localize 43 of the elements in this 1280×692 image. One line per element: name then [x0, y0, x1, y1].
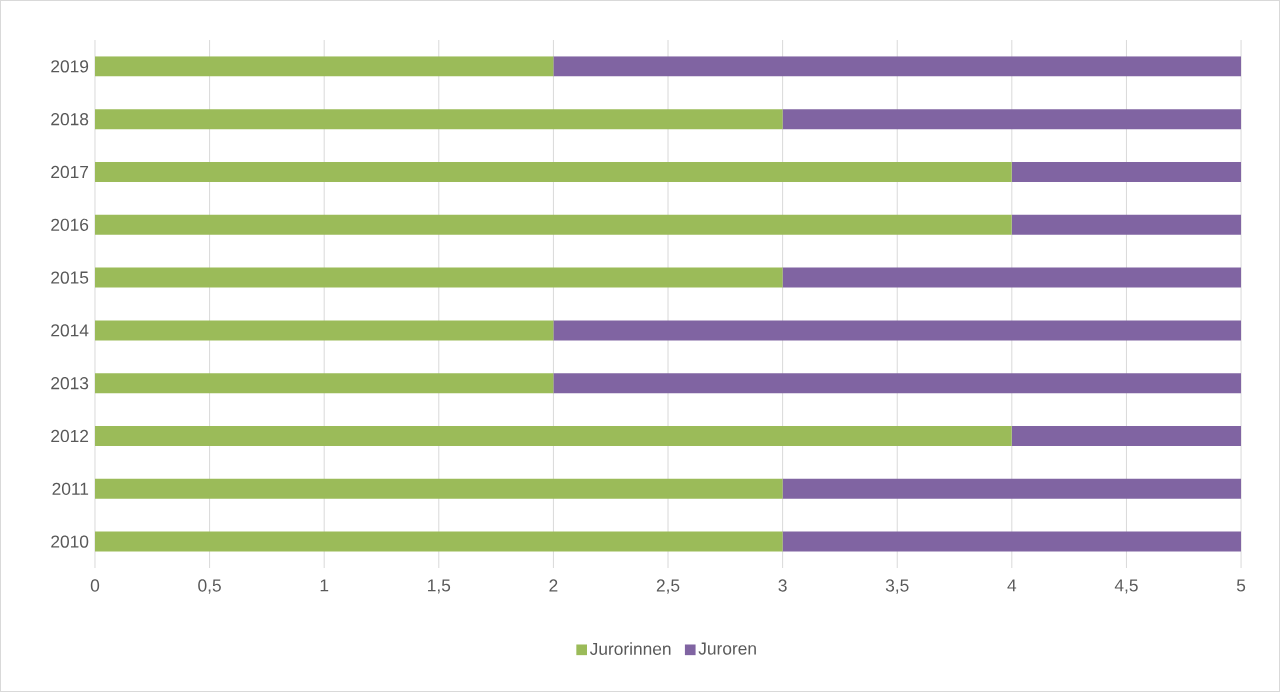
x-tick-label: 5	[1236, 579, 1246, 592]
y-tick-label: 2018	[51, 113, 89, 126]
bar	[94, 214, 1012, 235]
bar	[1011, 161, 1242, 182]
bar	[94, 426, 1012, 446]
bar	[94, 478, 783, 499]
x-tick-label: 1	[320, 579, 329, 592]
bar	[1011, 214, 1242, 235]
x-tick-label: 2,5	[656, 579, 680, 594]
bar	[94, 161, 1012, 182]
x-tick-label: 3	[778, 579, 787, 592]
bar	[94, 109, 783, 130]
bar	[1011, 426, 1242, 446]
x-tick-label: 0,5	[198, 579, 221, 594]
y-tick-label: 2017	[51, 165, 89, 179]
bar	[782, 531, 1242, 552]
x-tick-label: 1,5	[428, 579, 451, 594]
y-tick-label: 2010	[51, 535, 89, 548]
legend-label: Juroren	[698, 642, 756, 655]
y-tick-label: 2011	[52, 482, 89, 495]
bar	[94, 531, 783, 552]
y-tick-label: 2013	[51, 377, 89, 390]
y-tick-label: 2015	[51, 271, 89, 284]
bar	[553, 56, 1242, 77]
bar	[782, 109, 1242, 130]
bar	[782, 478, 1242, 499]
x-tick-label: 3,5	[885, 579, 909, 594]
bar	[94, 373, 554, 394]
x-tick-label: 0	[90, 579, 100, 592]
y-tick-label: 2012	[51, 429, 89, 443]
bar	[94, 56, 554, 77]
x-tick-label: 2	[549, 579, 558, 592]
bar	[94, 267, 783, 288]
bar	[553, 373, 1242, 394]
x-tick-label: 4,5	[1114, 579, 1138, 594]
bar	[782, 267, 1242, 288]
y-tick-label: 2019	[51, 60, 89, 73]
y-tick-label: 2016	[51, 218, 89, 231]
y-tick-label: 2014	[51, 324, 89, 337]
bar	[94, 320, 554, 341]
bar	[553, 320, 1242, 341]
legend-label: Jurorinnen	[589, 642, 671, 655]
x-tick-label: 4	[1007, 579, 1017, 592]
